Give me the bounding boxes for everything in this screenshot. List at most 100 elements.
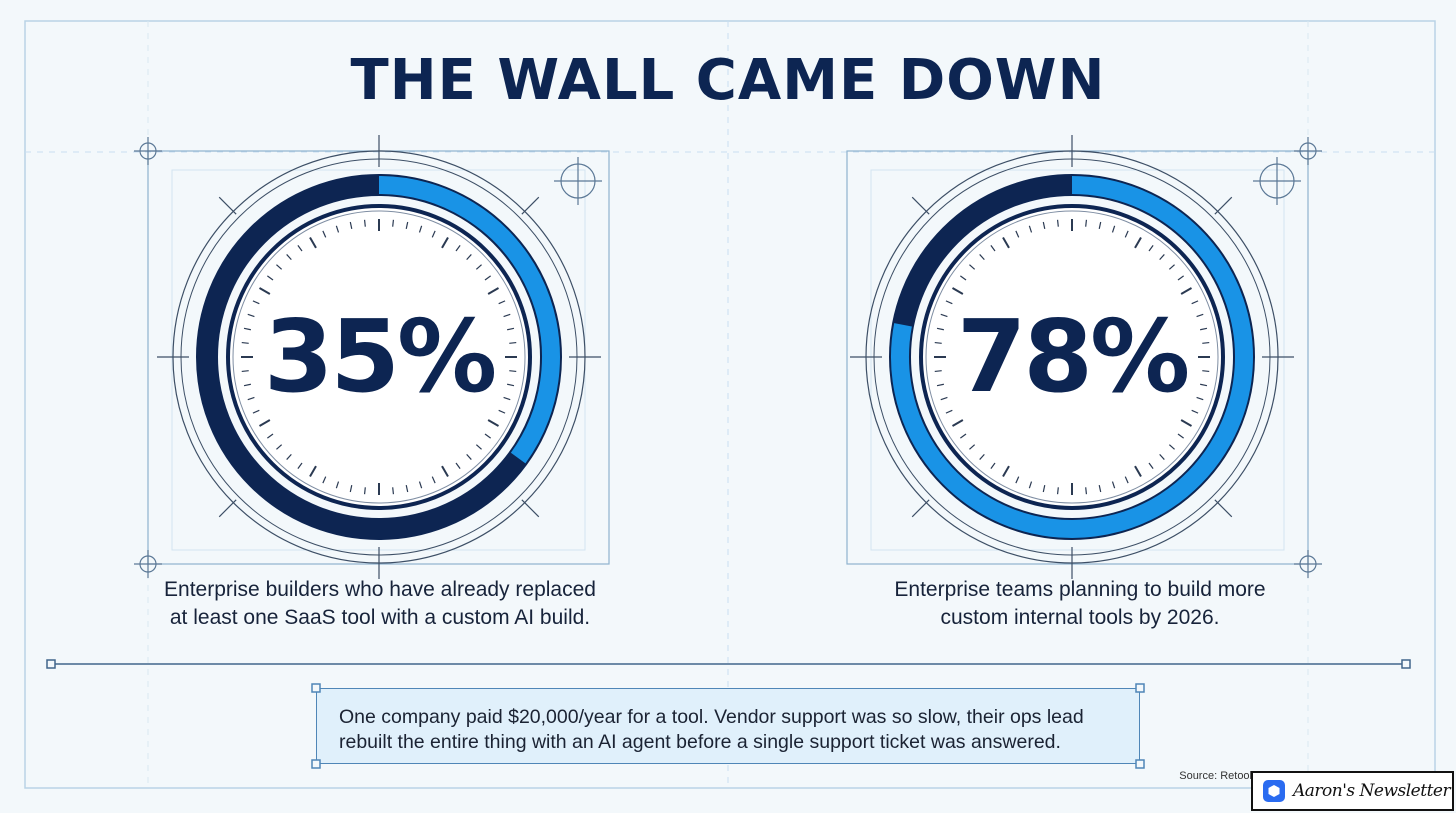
page-title: THE WALL CAME DOWN [350, 48, 1106, 113]
crosshair-icon [1294, 550, 1322, 578]
gauge-dial-tick [1028, 225, 1033, 233]
gauge-dial-tick [951, 419, 964, 427]
gauge-dial-tick [349, 221, 353, 229]
crosshair-icons [134, 137, 1322, 578]
gauge-dial-tick [267, 433, 274, 439]
gauge-dial-tick [945, 409, 953, 414]
gauge-dial-tick [940, 396, 948, 401]
gauge-dial-tick [1111, 481, 1116, 489]
gauge-diagonal-tick [911, 499, 930, 518]
gauge-dial-tick [322, 230, 327, 238]
gauge-dial-tick [455, 462, 461, 469]
gauge-dial-tick [990, 245, 996, 252]
gauge-dial-tick [241, 370, 249, 373]
gauge-dial-tick [243, 327, 251, 331]
gauge-dial-tick [1191, 300, 1199, 305]
gauge-value-label: 35% [264, 298, 495, 415]
gauge-dial-tick [1015, 476, 1020, 484]
crosshair-icon [134, 550, 162, 578]
gauge-dial-tick [1159, 453, 1165, 460]
gauge-dial-tick [509, 341, 517, 344]
gauge-dial-tick [363, 219, 366, 227]
gauge-dial-tick [405, 485, 409, 493]
gauge-dial-tick [1196, 313, 1204, 318]
gauge-dial-tick [960, 433, 967, 439]
gauge-dial-tick [1134, 236, 1142, 249]
gauge-dial-tick [1028, 481, 1033, 489]
gauge-dial-tick [1196, 396, 1204, 401]
caption-left: Enterprise builders who have already rep… [138, 576, 622, 632]
divider-handle [1401, 659, 1411, 669]
crosshair-icon [1253, 157, 1301, 205]
gauge-dial-tick [247, 313, 255, 318]
gauge-chart-1: 35% [157, 135, 601, 579]
gauge-dial-tick [1124, 230, 1129, 238]
gauge-dial-tick [979, 453, 985, 460]
gauge-dial-tick [335, 481, 340, 489]
gauge-dial-tick [1177, 433, 1184, 439]
gauge-value-arc [891, 176, 1253, 538]
gauge-dial-tick [979, 254, 985, 261]
gauge-dial-tick [509, 370, 517, 373]
gauge-dial-tick [431, 476, 436, 484]
gauge-dial-tick [990, 462, 996, 469]
gauge-dial-tick [936, 383, 944, 387]
gauge-dial-tick [484, 275, 491, 281]
gauge-diagonal-tick [1214, 196, 1233, 215]
gauge-dial-tick [1002, 465, 1010, 478]
caption-right-line-1: Enterprise teams planning to build more [894, 578, 1266, 601]
crosshair-icon [1294, 137, 1322, 165]
gauge-dial-tick [466, 453, 472, 460]
gauge-diagonal-tick [521, 499, 540, 518]
gauge-dial-tick [1200, 327, 1208, 331]
gauge-dial-tick [276, 444, 283, 450]
gauge-dial-tick [1200, 383, 1208, 387]
callout-line-2: rebuilt the entire thing with an AI agen… [339, 731, 1061, 753]
gauge-dial-tick [487, 287, 500, 295]
gauge-dial-tick [252, 409, 260, 414]
gauge-dial-tick [441, 465, 449, 478]
gauge-dial-tick [1148, 245, 1154, 252]
gauge-dial-tick [1056, 487, 1059, 495]
gauge-dial-tick [247, 396, 255, 401]
gauge-dial-tick [392, 487, 395, 495]
gauge-dial-tick [498, 409, 506, 414]
gauge-dial-tick [267, 275, 274, 281]
gauge-dial-tick [1015, 230, 1020, 238]
gauge-dial-tick [405, 221, 409, 229]
gauge-dial-tick [475, 264, 482, 270]
gauge-dial-tick [934, 370, 942, 373]
gauge-dial-tick [392, 219, 395, 227]
gauge-dial-tick [934, 341, 942, 344]
gauge-dial-tick [1168, 264, 1175, 270]
gauge-dial-tick [503, 313, 511, 318]
gauge-dial-tick [1002, 236, 1010, 249]
gauge-diagonal-tick [218, 196, 237, 215]
gauge-dial-tick [258, 287, 271, 295]
gauge-dial-tick [431, 230, 436, 238]
gauge-dial-tick [1042, 221, 1046, 229]
gauge-value-label: 78% [957, 298, 1188, 415]
gauge-dial-tick [1180, 419, 1193, 427]
gauge-dial-tick [940, 313, 948, 318]
caption-right: Enterprise teams planning to build more … [855, 576, 1305, 632]
gauge-dial-tick [1056, 219, 1059, 227]
callout-box: One company paid $20,000/year for a tool… [316, 688, 1140, 764]
gauge-dial-tick [286, 254, 292, 261]
gauge-dial-tick [286, 453, 292, 460]
newsletter-logo-icon [1263, 780, 1285, 802]
gauge-dial-tick [484, 433, 491, 439]
gauge-dial-tick [1202, 370, 1210, 373]
callout-line-1: One company paid $20,000/year for a tool… [339, 706, 1084, 728]
gauge-dial-tick [418, 225, 423, 233]
gauge-dial-tick [1098, 485, 1102, 493]
gauge-dial-tick [1085, 487, 1088, 495]
gauge-dial-tick [507, 383, 515, 387]
newsletter-badge[interactable]: Aaron's Newsletter [1251, 771, 1454, 811]
caption-left-line-1: Enterprise builders who have already rep… [164, 578, 596, 601]
source-note: Source: Retool [1179, 770, 1252, 782]
gauge-dial-tick [276, 264, 283, 270]
gauge-dial-tick [1148, 462, 1154, 469]
